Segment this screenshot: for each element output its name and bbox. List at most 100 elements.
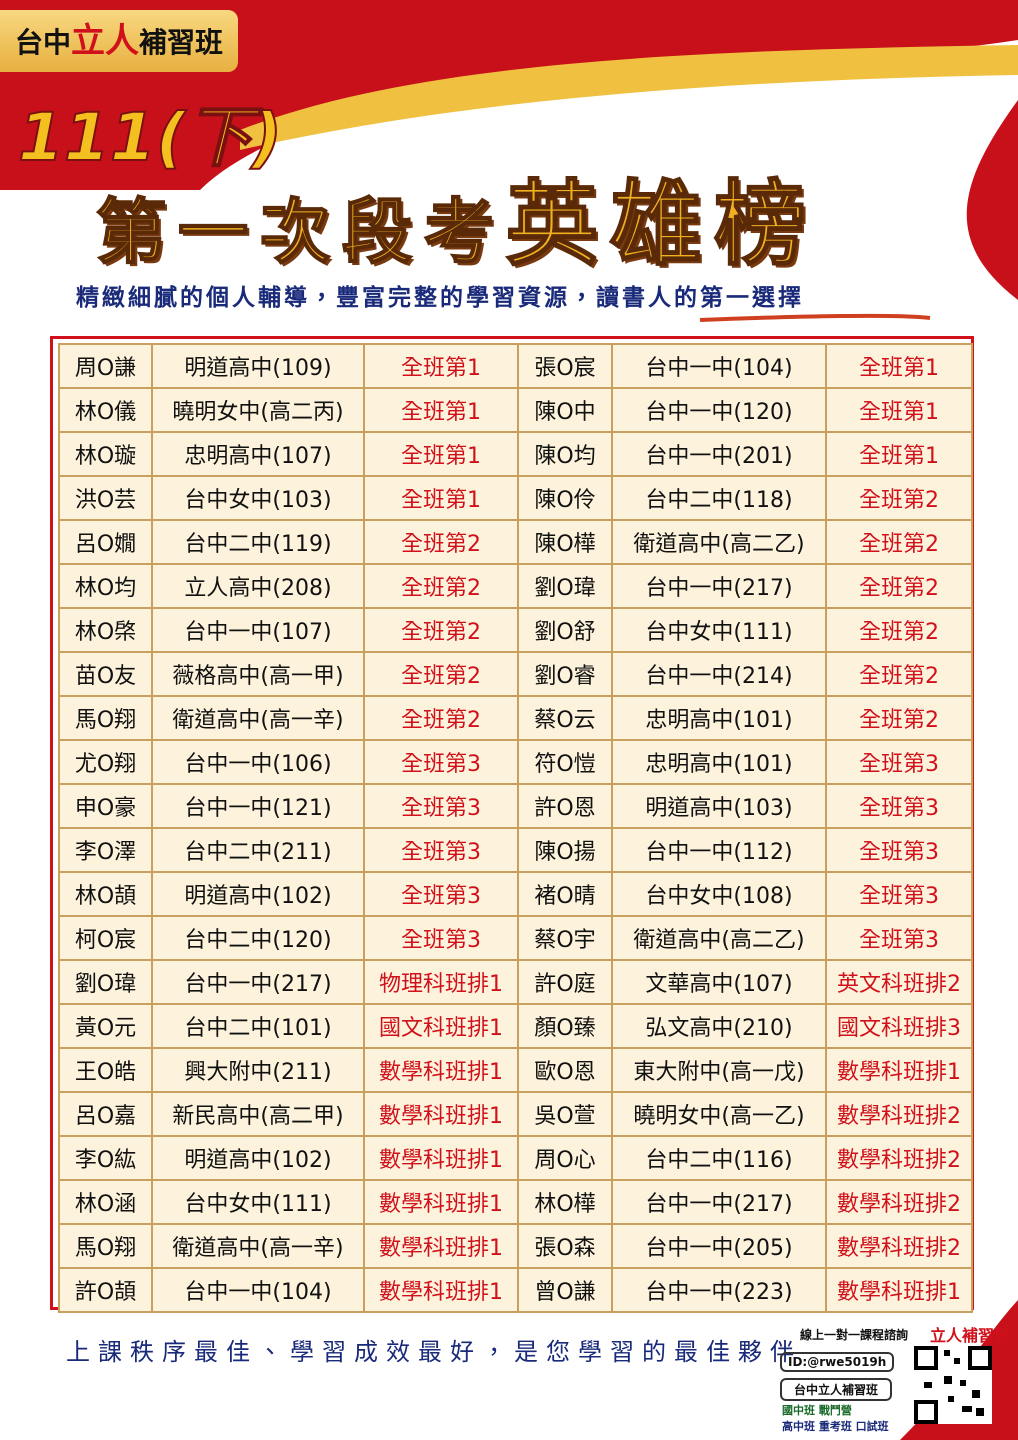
school-class: 台中一中(201) xyxy=(611,431,827,477)
table-row: 呂O嫺 台中二中(119) 全班第2 陳O樺 衛道高中(高二乙) 全班第2 xyxy=(58,519,973,565)
school-class: 明道高中(103) xyxy=(611,783,827,829)
table-row: 林O頡 明道高中(102) 全班第3 褚O晴 台中女中(108) 全班第3 xyxy=(58,871,973,917)
rank: 數學科班排1 xyxy=(363,1047,519,1093)
rank: 全班第1 xyxy=(363,475,519,521)
school-class: 薇格高中(高一甲) xyxy=(151,651,365,697)
student-name: 吳O萱 xyxy=(517,1091,613,1137)
school-class: 台中一中(217) xyxy=(611,1179,827,1225)
student-name: 劉O瑋 xyxy=(58,959,153,1005)
student-name: 馬O翔 xyxy=(58,695,153,741)
qr-code xyxy=(914,1346,992,1424)
school-class: 台中一中(104) xyxy=(151,1267,365,1313)
term: 111(下) xyxy=(17,98,283,177)
rank: 數學科班排1 xyxy=(825,1047,973,1093)
rank: 數學科班排1 xyxy=(363,1267,519,1313)
school-class: 台中一中(112) xyxy=(611,827,827,873)
rank: 全班第2 xyxy=(363,519,519,565)
student-name: 林O樺 xyxy=(517,1179,613,1225)
school-class: 台中一中(223) xyxy=(611,1267,827,1313)
school-class: 忠明高中(101) xyxy=(611,739,827,785)
table-row: 洪O芸 台中女中(103) 全班第1 陳O伶 台中二中(118) 全班第2 xyxy=(58,475,973,521)
student-name: 劉O舒 xyxy=(517,607,613,653)
student-name: 蔡O云 xyxy=(517,695,613,741)
rank: 全班第2 xyxy=(363,607,519,653)
table-row: 黃O元 台中二中(101) 國文科班排1 顏O臻 弘文高中(210) 國文科班排3 xyxy=(58,1003,973,1049)
school-class: 台中女中(103) xyxy=(151,475,365,521)
student-name: 許O恩 xyxy=(517,783,613,829)
student-name: 褚O晴 xyxy=(517,871,613,917)
rank: 全班第3 xyxy=(825,783,973,829)
school-class: 弘文高中(210) xyxy=(611,1003,827,1049)
school-class: 台中一中(104) xyxy=(611,343,827,389)
table-row: 尤O翔 台中一中(106) 全班第3 符O愷 忠明高中(101) 全班第3 xyxy=(58,739,973,785)
school-class: 台中女中(111) xyxy=(611,607,827,653)
school-part: 台中 xyxy=(14,26,71,59)
school-class: 台中一中(106) xyxy=(151,739,365,785)
rank: 國文科班排1 xyxy=(363,1003,519,1049)
student-name: 林O璇 xyxy=(58,431,153,477)
rank: 全班第3 xyxy=(825,739,973,785)
school-class: 台中一中(107) xyxy=(151,607,365,653)
rank: 物理科班排1 xyxy=(363,959,519,1005)
school-class: 台中二中(119) xyxy=(151,519,365,565)
table-row: 呂O嘉 新民高中(高二甲) 數學科班排1 吳O萱 曉明女中(高一乙) 數學科班排2 xyxy=(58,1091,973,1137)
school-class: 台中女中(111) xyxy=(151,1179,365,1225)
student-name: 申O豪 xyxy=(58,783,153,829)
school-class: 衛道高中(高二乙) xyxy=(611,519,827,565)
table-row: 林O璇 忠明高中(107) 全班第1 陳O均 台中一中(201) 全班第1 xyxy=(58,431,973,477)
table-row: 王O皓 興大附中(211) 數學科班排1 歐O恩 東大附中(高一戊) 數學科班排1 xyxy=(58,1047,973,1093)
rank: 數學科班排2 xyxy=(825,1091,973,1137)
student-name: 劉O瑋 xyxy=(517,563,613,609)
student-name: 蔡O宇 xyxy=(517,915,613,961)
table-row: 林O涵 台中女中(111) 數學科班排1 林O樺 台中一中(217) 數學科班排2 xyxy=(58,1179,973,1225)
student-name: 張O宸 xyxy=(517,343,613,389)
student-name: 符O愷 xyxy=(517,739,613,785)
school-class: 台中二中(116) xyxy=(611,1135,827,1181)
rank: 全班第2 xyxy=(825,695,973,741)
table: 周O謙 明道高中(109) 全班第1 張O宸 台中一中(104) 全班第1 林O儀 曉明女中(… xyxy=(58,343,973,1313)
rank: 全班第3 xyxy=(363,827,519,873)
rank: 數學科班排1 xyxy=(363,1135,519,1181)
student-name: 林O涵 xyxy=(58,1179,153,1225)
rank: 全班第2 xyxy=(825,475,973,521)
brand: 立人補習班 xyxy=(930,1326,1011,1345)
school-class: 曉明女中(高二丙) xyxy=(151,387,365,433)
rank: 全班第2 xyxy=(825,563,973,609)
school-class: 台中女中(108) xyxy=(611,871,827,917)
honor-table: 周O謙 明道高中(109) 全班第1 張O宸 台中一中(104) 全班第1 林O儀 曉明女中(… xyxy=(50,336,974,1313)
title-part: 英雄榜 xyxy=(505,169,819,279)
table-row: 李O紘 明道高中(102) 數學科班排1 周O心 台中二中(116) 數學科班排2 xyxy=(58,1135,973,1181)
school-class: 台中二中(118) xyxy=(611,475,827,521)
table-row: 劉O瑋 台中一中(217) 物理科班排1 許O庭 文華高中(107) 英文科班排2 xyxy=(58,959,973,1005)
title-part: 第一次段考 xyxy=(95,189,506,274)
student-name: 陳O伶 xyxy=(517,475,613,521)
student-name: 尤O翔 xyxy=(58,739,153,785)
rank: 數學科班排2 xyxy=(825,1223,973,1269)
student-name: 劉O睿 xyxy=(517,651,613,697)
student-name: 張O森 xyxy=(517,1223,613,1269)
rank: 全班第3 xyxy=(363,783,519,829)
rank: 全班第1 xyxy=(363,387,519,433)
rank: 英文科班排2 xyxy=(825,959,973,1005)
school-class: 明道高中(102) xyxy=(151,871,365,917)
school-name: 台中立人補習班 xyxy=(0,10,238,72)
school-class: 台中一中(205) xyxy=(611,1223,827,1269)
table-row: 林O儀 曉明女中(高二丙) 全班第1 陳O中 台中一中(120) 全班第1 xyxy=(58,387,973,433)
rank: 數學科班排2 xyxy=(825,1179,973,1225)
table-row: 馬O翔 衛道高中(高一辛) 數學科班排1 張O森 台中一中(205) 數學科班排2 xyxy=(58,1223,973,1269)
student-name: 顏O臻 xyxy=(517,1003,613,1049)
student-name: 林O頡 xyxy=(58,871,153,917)
table-row: 林O均 立人高中(208) 全班第2 劉O瑋 台中一中(217) 全班第2 xyxy=(58,563,973,609)
school-class: 曉明女中(高一乙) xyxy=(611,1091,827,1137)
line-id: ID:@rwe5019h xyxy=(780,1352,895,1372)
school-part: 補習班 xyxy=(139,26,224,59)
student-name: 洪O芸 xyxy=(58,475,153,521)
title: 第一次段考英雄榜 xyxy=(95,150,916,283)
student-name: 林O均 xyxy=(58,563,153,609)
fb: 台中立人補習班 xyxy=(780,1378,893,1401)
student-name: 周O心 xyxy=(517,1135,613,1181)
school-class: 衛道高中(高二乙) xyxy=(611,915,827,961)
student-name: 呂O嫺 xyxy=(58,519,153,565)
school-class: 衛道高中(高一辛) xyxy=(151,695,365,741)
table-row: 苗O友 薇格高中(高一甲) 全班第2 劉O睿 台中一中(214) 全班第2 xyxy=(58,651,973,697)
